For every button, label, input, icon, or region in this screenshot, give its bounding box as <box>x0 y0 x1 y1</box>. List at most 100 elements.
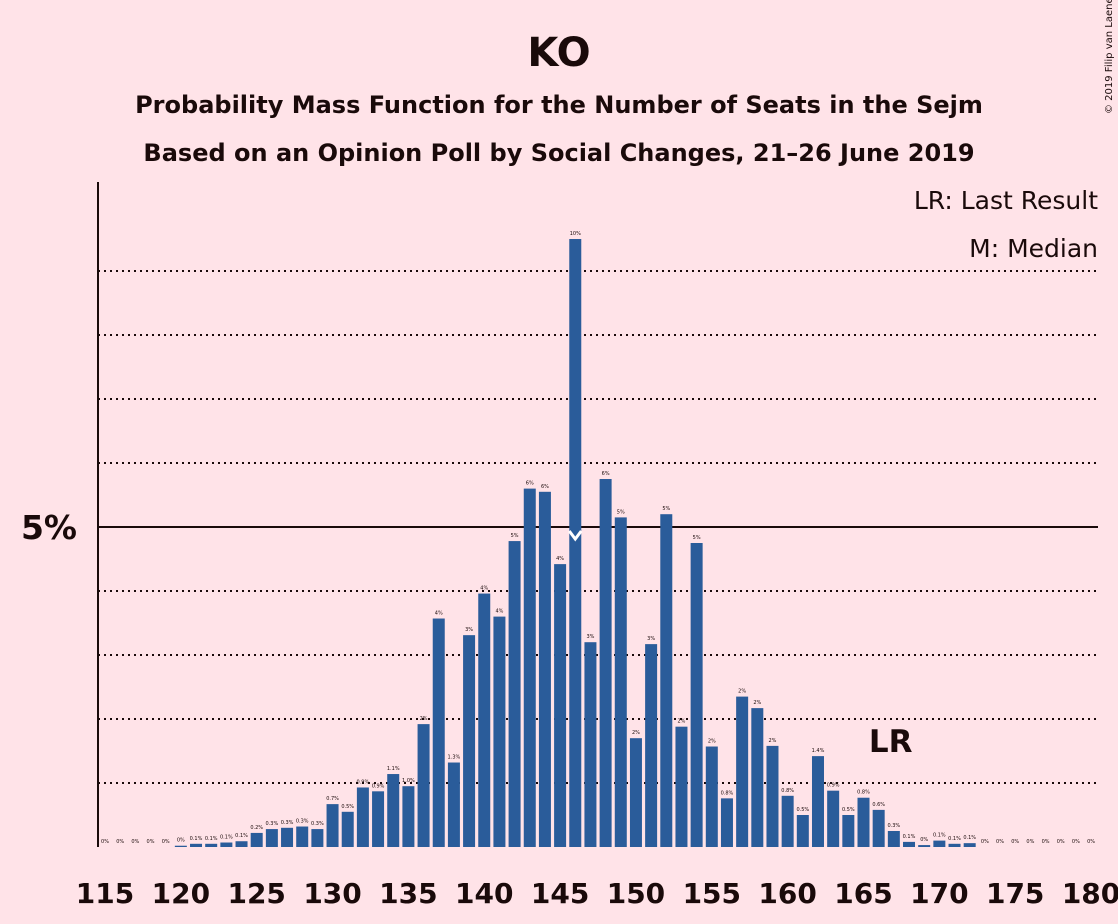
bar-161 <box>796 815 809 847</box>
bars <box>174 239 976 847</box>
bar-129 <box>311 829 324 847</box>
data-label-142: 5% <box>511 533 519 539</box>
bar-122 <box>205 843 218 847</box>
data-label-177: 0% <box>1042 839 1050 845</box>
x-tick-label-175: 175 <box>986 877 1044 910</box>
data-label-161: 0.5% <box>796 807 809 813</box>
data-label-121: 0.1% <box>190 836 203 842</box>
data-label-137: 4% <box>435 611 443 617</box>
bar-128 <box>296 826 309 847</box>
data-label-132: 0.9% <box>357 779 370 785</box>
data-label-172: 0.1% <box>963 835 976 841</box>
x-tick-label-160: 160 <box>758 877 816 910</box>
data-label-156: 0.8% <box>721 790 734 796</box>
data-label-173: 0% <box>981 839 989 845</box>
bar-160 <box>781 795 794 847</box>
data-label-158: 2% <box>753 700 761 706</box>
bar-162 <box>811 756 824 847</box>
data-label-139: 3% <box>465 627 473 633</box>
data-label-133: 0.9% <box>372 783 385 789</box>
data-label-126: 0.3% <box>266 821 279 827</box>
data-label-117: 0% <box>131 839 139 845</box>
data-label-150: 2% <box>632 730 640 736</box>
data-label-165: 0.8% <box>857 790 870 796</box>
x-tick-label-130: 130 <box>303 877 361 910</box>
bar-158 <box>751 708 764 847</box>
x-tick-label-135: 135 <box>379 877 437 910</box>
data-label-115: 0% <box>101 839 109 845</box>
bar-125 <box>250 832 263 847</box>
x-tick-labels: 115 120 125 130 135 140 145 150 155 160 165 170 175 1… <box>76 877 1118 910</box>
chart-subtitle-line-1: Probability Mass Function for the Number… <box>135 91 983 119</box>
bar-136 <box>417 724 430 847</box>
median-marker <box>568 530 583 542</box>
x-tick-label-145: 145 <box>531 877 589 910</box>
data-label-168: 0.1% <box>903 834 916 840</box>
bar-120 <box>174 845 187 847</box>
chart-title: KO <box>527 30 590 76</box>
bar-169 <box>918 845 931 847</box>
x-tick-label-180: 180 <box>1062 877 1118 910</box>
data-label-146: 10% <box>570 231 581 237</box>
data-label-124: 0.1% <box>235 833 248 839</box>
bar-126 <box>265 829 278 847</box>
data-label-131: 0.5% <box>341 804 354 810</box>
bar-157 <box>736 696 749 847</box>
bar-171 <box>948 843 961 847</box>
y-tick-label-5pct: 5% <box>21 508 77 547</box>
bar-149 <box>614 517 627 847</box>
data-label-167: 0.3% <box>887 823 900 829</box>
bar-133 <box>372 791 385 847</box>
data-label-169: 0% <box>920 837 928 843</box>
bar-156 <box>720 798 733 847</box>
data-label-153: 2% <box>677 719 685 725</box>
bar-152 <box>660 514 673 847</box>
bar-145 <box>554 564 567 847</box>
data-label-123: 0.1% <box>220 835 233 841</box>
data-label-171: 0.1% <box>948 836 961 842</box>
bar-143 <box>523 488 536 847</box>
data-label-135: 1.0% <box>402 778 415 784</box>
bar-159 <box>766 745 779 847</box>
data-label-178: 0% <box>1057 839 1065 845</box>
bar-148 <box>599 479 612 847</box>
bar-135 <box>402 786 415 847</box>
x-tick-label-120: 120 <box>152 877 210 910</box>
x-tick-label-115: 115 <box>76 877 134 910</box>
bar-163 <box>827 790 840 847</box>
data-label-141: 4% <box>495 609 503 615</box>
bar-150 <box>629 738 642 847</box>
bar-153 <box>675 726 688 847</box>
data-label-145: 4% <box>556 556 564 562</box>
bar-147 <box>584 642 597 847</box>
bar-141 <box>493 616 506 847</box>
data-label-138: 1.3% <box>448 755 461 761</box>
data-label-136: 2% <box>420 716 428 722</box>
bar-146 <box>569 239 582 847</box>
data-label-166: 0.6% <box>872 802 885 808</box>
bar-138 <box>447 762 460 847</box>
data-labels: 0% 0% 0% 0% 0% 0% 0.1% 0.1% 0.1% 0.1%0.2%0.3% 0.3%… <box>101 231 1095 845</box>
data-label-122: 0.1% <box>205 836 218 842</box>
bar-170 <box>933 840 946 847</box>
last-result-label: LR <box>869 724 913 760</box>
x-tick-label-140: 140 <box>455 877 513 910</box>
bar-168 <box>903 841 916 847</box>
data-label-140: 4% <box>480 586 488 592</box>
chart-subtitle-line-2: Based on an Opinion Poll by Social Chang… <box>143 139 974 167</box>
bar-154 <box>690 543 703 847</box>
bar-142 <box>508 541 521 847</box>
data-label-134: 1.1% <box>387 766 400 772</box>
data-label-144: 6% <box>541 484 549 490</box>
bar-151 <box>645 644 658 847</box>
bar-155 <box>705 746 718 847</box>
x-tick-label-155: 155 <box>683 877 741 910</box>
bar-123 <box>220 842 233 847</box>
data-label-120: 0% <box>177 838 185 844</box>
legend-last-result: LR: Last Result <box>914 186 1098 215</box>
data-label-176: 0% <box>1026 839 1034 845</box>
legend-median: M: Median <box>969 234 1098 263</box>
data-label-116: 0% <box>116 839 124 845</box>
data-label-152: 5% <box>662 506 670 512</box>
